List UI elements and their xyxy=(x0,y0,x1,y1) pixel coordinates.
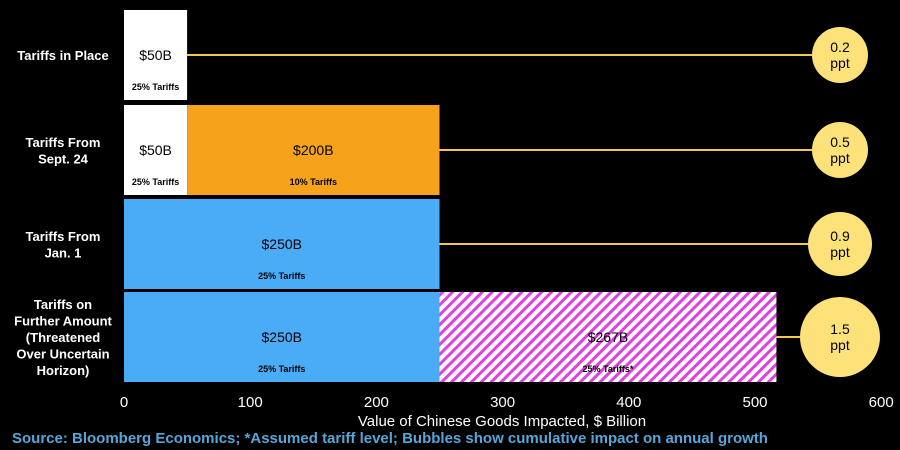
impact-bubble xyxy=(800,297,880,377)
category-label: Over Uncertain xyxy=(16,347,109,362)
bubble-label: 0.5 xyxy=(830,134,850,150)
tariff-rate-label: 25% Tariffs xyxy=(132,177,179,187)
impact-bubble xyxy=(812,27,868,83)
bubble-label: 1.5 xyxy=(830,321,850,337)
bubble-label: 0.9 xyxy=(830,228,850,244)
data-label: $250B xyxy=(262,236,302,252)
tariff-rate-label: 10% Tariffs xyxy=(290,177,337,187)
data-label: $50B xyxy=(139,47,172,63)
bar-segment xyxy=(124,199,440,289)
tariff-rate-label: 25% Tariffs xyxy=(258,271,305,281)
category-label: (Threatened xyxy=(26,330,100,345)
x-tick-label: 100 xyxy=(238,394,263,411)
category-label: Sept. 24 xyxy=(38,151,89,166)
x-tick-label: 300 xyxy=(490,394,515,411)
bar-segment xyxy=(124,292,440,382)
tariff-rate-label: 25% Tariffs* xyxy=(583,364,634,374)
bubble-label: ppt xyxy=(830,55,850,71)
data-label: $250B xyxy=(262,329,302,345)
bar-segment xyxy=(439,292,777,382)
bar-segment xyxy=(124,105,188,195)
category-label: Tariffs From xyxy=(26,135,101,150)
data-label: $50B xyxy=(139,142,172,158)
bubble-label: 0.2 xyxy=(830,39,850,55)
x-axis: 0 100 200 300 400 500 600 xyxy=(120,394,894,411)
tariff-rate-label: 25% Tariffs xyxy=(258,364,305,374)
x-tick-label: 400 xyxy=(616,394,641,411)
tariff-rate-label: 25% Tariffs xyxy=(132,82,179,92)
category-label: Horizon) xyxy=(37,363,90,378)
category-label: Further Amount xyxy=(14,314,112,329)
bar-segment xyxy=(187,105,440,195)
impact-bubble xyxy=(812,122,868,178)
bubble-label: ppt xyxy=(830,244,850,260)
category-label: Tariffs From xyxy=(26,229,101,244)
bars: $50B 25% Tariffs $50B 25% Tariffs $200B 10% T… xyxy=(124,10,777,382)
category-label: Tariffs in Place xyxy=(17,48,109,63)
impact-bubble xyxy=(808,212,872,276)
x-tick-label: 0 xyxy=(120,394,128,411)
x-tick-label: 500 xyxy=(742,394,767,411)
category-label: Tariffs on xyxy=(34,297,92,312)
data-label: $200B xyxy=(293,142,333,158)
category-label: Jan. 1 xyxy=(45,245,82,260)
data-label: $267B xyxy=(588,329,628,345)
bar-segment xyxy=(124,10,188,100)
source-note: Source: Bloomberg Economics; *Assumed ta… xyxy=(12,430,768,447)
x-tick-label: 200 xyxy=(364,394,389,411)
x-axis-label: Value of Chinese Goods Impacted, $ Billi… xyxy=(358,413,646,430)
bubble-label: ppt xyxy=(830,150,850,166)
x-tick-label: 600 xyxy=(869,394,894,411)
bubble-label: ppt xyxy=(830,337,850,353)
connector-lines xyxy=(187,54,840,338)
